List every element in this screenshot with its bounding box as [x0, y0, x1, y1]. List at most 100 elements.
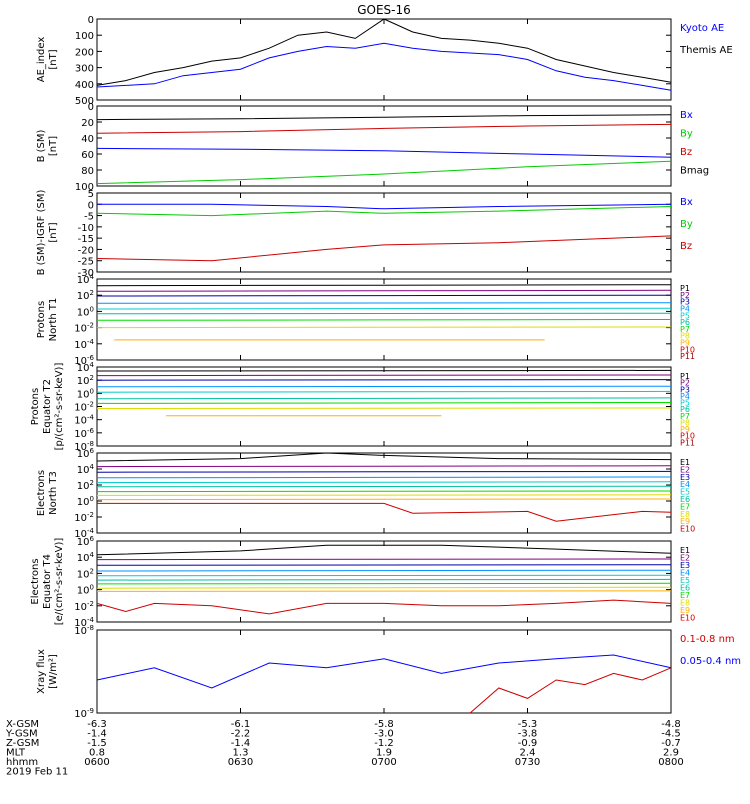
panel-1-ytick-label: 500: [75, 96, 94, 107]
panel-6-ytick-label: 102: [77, 479, 94, 492]
panel-5-legend-P11: P11: [680, 438, 695, 447]
axis-row-value: 0600: [84, 757, 109, 768]
panel-6-legend-E4: E4: [680, 480, 690, 489]
panel-6-ylabel: Electrons: [36, 470, 47, 516]
axis-row-label-y-gsm: Y-GSM: [5, 729, 38, 740]
panel-6-legend-E8: E8: [680, 510, 690, 519]
panel-5-ylabel: Equator T2: [42, 379, 53, 434]
panel-7-legend-E3: E3: [680, 561, 690, 570]
panel-8-frame: [96, 629, 672, 714]
panel-3-legend-Bx: Bx: [680, 197, 693, 208]
panel-6-series-E3: [96, 470, 672, 473]
date-label: 2019 Feb 11: [6, 767, 68, 778]
panel-4-series-P7: [96, 319, 672, 321]
panel-7-series-E10: [96, 599, 672, 615]
panel-4-legend-P7: P7: [680, 325, 690, 334]
panel-7-legend-E4: E4: [680, 569, 690, 578]
axis-row-value: -1.4: [231, 738, 251, 749]
axis-row-value: -1.5: [87, 738, 107, 749]
panel-1-ylabel: AE_index: [36, 37, 47, 83]
panel-7-series-E2: [96, 558, 672, 561]
panel-2-legend-Bmag: Bmag: [680, 166, 709, 177]
panel-3-ytick-label: -15: [78, 234, 94, 245]
panel-4-legend-P9: P9: [680, 339, 690, 348]
panel-3-ylabel: [nT]: [48, 222, 59, 242]
panel-6-series-E8: [96, 494, 672, 496]
panel-6-series-E9: [96, 498, 672, 501]
panel-6-ytick-label: 100: [77, 495, 94, 508]
panel-7-frame: [96, 540, 672, 623]
axis-row-value: 2.9: [663, 748, 679, 759]
panel-1-series-Kyoto-AE: [96, 42, 672, 91]
panel-7-legend-E8: E8: [680, 599, 690, 608]
panel-4-ylabel: North T1: [48, 298, 59, 342]
panel-6-frame: [96, 452, 672, 534]
panel-5-legend-P7: P7: [680, 412, 690, 421]
panel-3-series-By: [96, 206, 672, 217]
panel-7-ytick-label: 106: [77, 535, 95, 548]
panel-4-ytick-label: 104: [77, 273, 95, 286]
panel-5-ytick-label: 10-2: [74, 401, 94, 414]
chart-title: GOES-16: [357, 3, 411, 17]
panel-7-legend-E10: E10: [680, 614, 695, 623]
axis-row-value: 0630: [228, 757, 253, 768]
panel-6-series-E6: [96, 485, 672, 488]
panel-7-legend-E6: E6: [680, 584, 690, 593]
panel-2-series-Bx: [96, 147, 672, 158]
panel-7-ylabel: Equator T4: [42, 554, 53, 609]
panel-6-series-E7: [96, 490, 672, 493]
panel-1-frame: [96, 18, 672, 101]
panel-4-ylabel: Protons: [36, 301, 47, 338]
panel-1-ytick-label: 200: [75, 47, 94, 58]
axis-row-value: -1.2: [374, 738, 394, 749]
panel-7-ytick-label: 102: [77, 567, 94, 580]
panel-6-ytick-label: 104: [77, 463, 95, 476]
panel-1-ytick-label: 0: [88, 15, 94, 26]
panel-4-ytick-label: 10-2: [74, 322, 94, 335]
panel-3-ytick-label: -10: [78, 223, 94, 234]
panel-1-ytick-label: 300: [75, 64, 94, 75]
panel-3-ytick-label: 0: [88, 200, 94, 211]
panel-2-legend-By: By: [680, 129, 693, 140]
panel-7-legend-E7: E7: [680, 591, 690, 600]
panel-4-legend-P3: P3: [680, 298, 690, 307]
panel-3-ytick-label: -30: [78, 268, 94, 279]
axis-row-value: -2.2: [231, 729, 251, 740]
panel-8-series-0-1-0-8-nm: [469, 667, 672, 714]
panel-5-legend-P4: P4: [680, 392, 690, 401]
panel-8-series-0-05-0-4-nm: [96, 654, 672, 689]
axis-row-value: 2.4: [520, 748, 536, 759]
panel-5-legend-P10: P10: [680, 432, 695, 441]
axis-row-value: -0.9: [518, 738, 538, 749]
panel-7-ylabel: [e/(cm²-s-sr-keV)]: [54, 538, 65, 626]
panel-4-series-P5: [96, 307, 672, 310]
panel-4-ytick-label: 102: [77, 289, 94, 302]
axis-row-value: 0800: [658, 757, 683, 768]
panel-6-legend-E6: E6: [680, 495, 690, 504]
panel-5-ytick-label: 102: [77, 374, 94, 387]
panel-1-legend-Themis-AE: Themis AE: [679, 45, 733, 56]
axis-row-label-x-gsm: X-GSM: [6, 719, 39, 730]
panel-2-ytick-label: 0: [88, 102, 94, 113]
axis-row-value: -4.5: [661, 729, 681, 740]
panel-7-series-E4: [96, 569, 672, 572]
panel-5-series-P4: [96, 385, 672, 388]
panel-8-ylabel: Xray flux: [36, 649, 47, 694]
panel-5-ytick-label: 100: [77, 387, 94, 400]
panel-2-ytick-label: 40: [81, 134, 94, 145]
panel-6-legend-E3: E3: [680, 473, 690, 482]
panel-5-series-P7: [96, 402, 672, 404]
panel-6-legend-E2: E2: [680, 465, 690, 474]
panel-4-ytick-label: 10-4: [74, 338, 94, 351]
panel-5-legend-P3: P3: [680, 385, 690, 394]
panel-5-legend-P2: P2: [680, 379, 690, 388]
panel-5-series-P5: [96, 390, 672, 393]
panel-2-ytick-label: 60: [81, 150, 94, 161]
panel-2-ylabel: [nT]: [48, 136, 59, 156]
axis-row-value: 0700: [371, 757, 396, 768]
panel-7-ytick-label: 100: [77, 584, 94, 597]
panel-2-series-Bz: [96, 123, 672, 134]
panel-8-legend-0-1-0-8-nm: 0.1-0.8 nm: [680, 634, 735, 645]
